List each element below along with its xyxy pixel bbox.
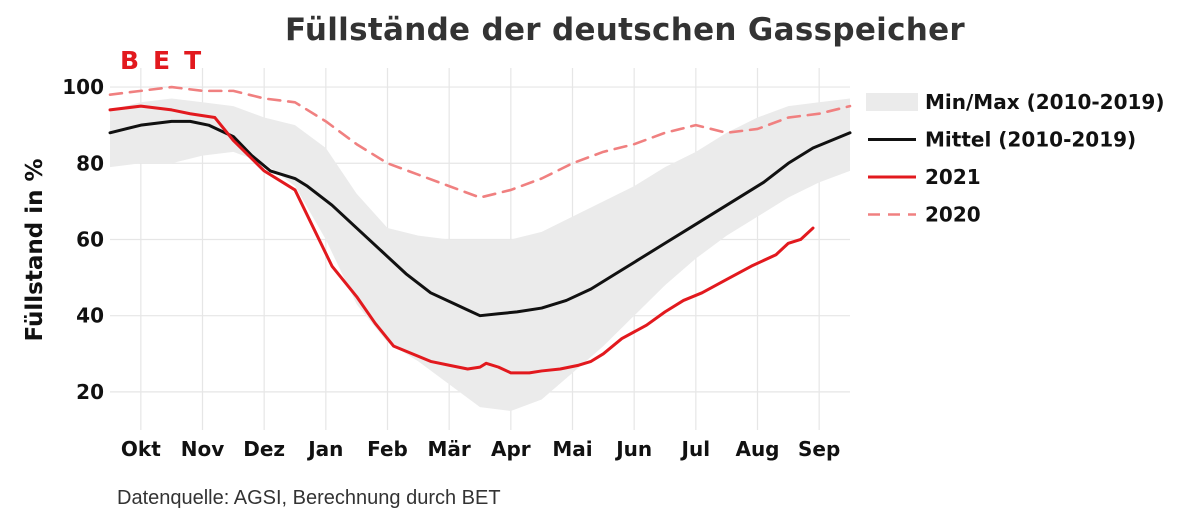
x-tick-label: Jul [680, 437, 711, 461]
series-lines [108, 85, 852, 375]
x-tick-label: Jan [306, 437, 343, 461]
series-line-2021 [108, 104, 815, 375]
x-tick-label: Nov [181, 437, 225, 461]
x-tick-label: Feb [367, 437, 408, 461]
y-axis-ticks: 20 40 60 80 100 [62, 75, 104, 404]
source-note: Datenquelle: AGSI, Berechnung durch BET [117, 487, 501, 509]
x-tick-label: Aug [735, 437, 779, 461]
x-tick-label: Okt [121, 437, 161, 461]
band-area [110, 98, 850, 411]
legend: Min/Max (2010-2019) Mittel (2010-2019) 202… [866, 90, 1164, 227]
legend-swatch-band [866, 93, 918, 111]
y-axis-label: Füllstand in % [22, 158, 48, 341]
legend-label: 2021 [925, 165, 981, 189]
x-tick-label: Mär [428, 437, 471, 461]
x-tick-label: Dez [243, 437, 285, 461]
chart-title: Füllstände der deutschen Gasspeicher [284, 12, 966, 48]
y-tick-label: 40 [76, 304, 104, 328]
y-tick-label: 60 [76, 227, 104, 251]
x-tick-label: Apr [491, 437, 531, 461]
series-line-mittel-2010-2019- [108, 119, 852, 318]
x-tick-label: Mai [552, 437, 592, 461]
y-tick-label: 100 [62, 75, 104, 99]
y-tick-label: 20 [76, 380, 104, 404]
x-tick-label: Jun [614, 437, 652, 461]
legend-label: Mittel (2010-2019) [925, 128, 1136, 152]
x-tick-label: Sep [798, 437, 840, 461]
y-tick-label: 80 [76, 151, 104, 175]
min-max-band [110, 98, 850, 411]
legend-label: 2020 [925, 203, 981, 227]
legend-label: Min/Max (2010-2019) [925, 90, 1164, 114]
x-axis-ticks: Okt Nov Dez Jan Feb Mär Apr Mai Jun Jul Aug Sep [121, 437, 840, 461]
series-line-2020 [108, 85, 852, 199]
bet-logo: BET [120, 46, 216, 75]
